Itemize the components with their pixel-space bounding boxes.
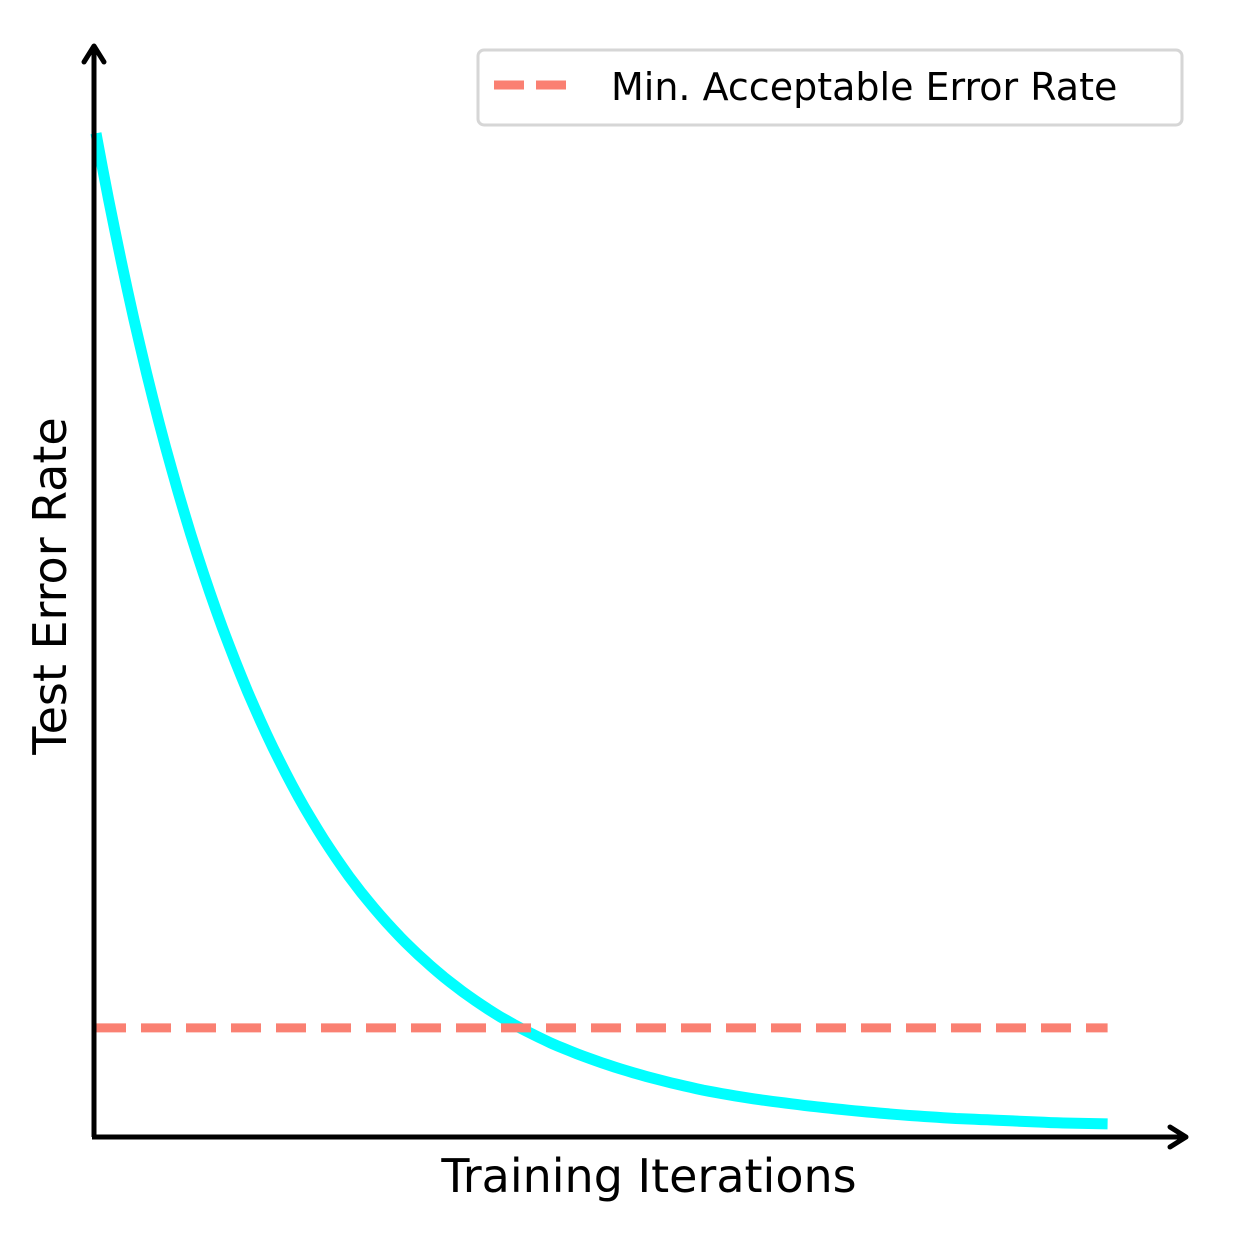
y-axis-arrow	[81, 43, 107, 65]
x-axis-arrow	[1167, 1124, 1189, 1150]
x-axis-label: Training Iterations	[440, 1149, 856, 1203]
legend: Min. Acceptable Error Rate	[476, 48, 1184, 127]
series-line-test-error	[90, 132, 1108, 1130]
series-layer	[90, 132, 1108, 1130]
legend-entry-label: Min. Acceptable Error Rate	[611, 65, 1117, 109]
legend-box	[476, 48, 1184, 127]
y-axis-label: Test Error Rate	[23, 417, 77, 755]
